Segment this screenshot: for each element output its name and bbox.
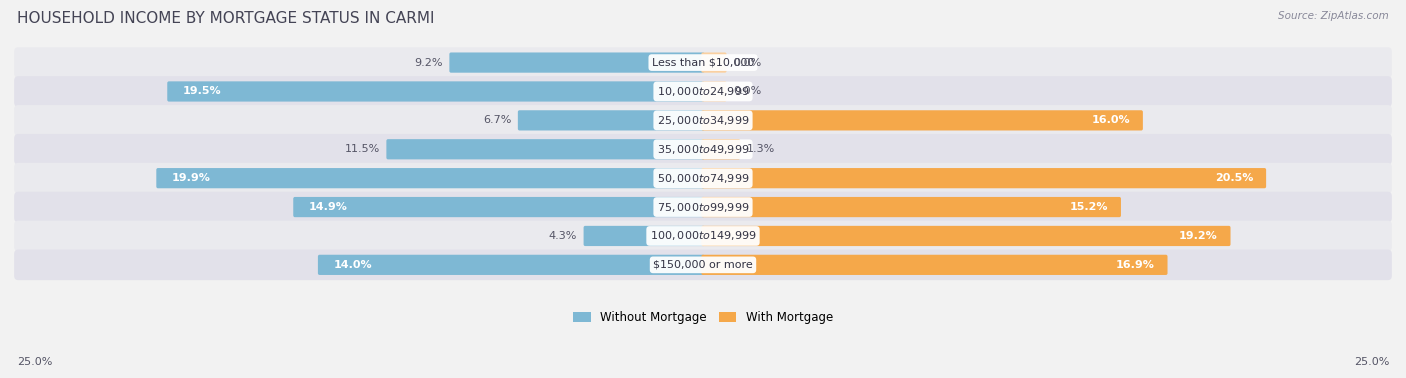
FancyBboxPatch shape (450, 53, 704, 73)
Text: 20.5%: 20.5% (1215, 173, 1254, 183)
Text: HOUSEHOLD INCOME BY MORTGAGE STATUS IN CARMI: HOUSEHOLD INCOME BY MORTGAGE STATUS IN C… (17, 11, 434, 26)
FancyBboxPatch shape (702, 197, 1121, 217)
Text: 4.3%: 4.3% (548, 231, 576, 241)
FancyBboxPatch shape (14, 134, 1392, 164)
Text: Source: ZipAtlas.com: Source: ZipAtlas.com (1278, 11, 1389, 21)
Text: 0.0%: 0.0% (733, 87, 762, 96)
Text: 14.9%: 14.9% (308, 202, 347, 212)
FancyBboxPatch shape (156, 168, 704, 188)
Text: 19.9%: 19.9% (172, 173, 211, 183)
FancyBboxPatch shape (14, 76, 1392, 107)
Text: 1.3%: 1.3% (747, 144, 775, 154)
Text: 0.0%: 0.0% (733, 57, 762, 68)
Text: 15.2%: 15.2% (1070, 202, 1108, 212)
Text: $10,000 to $24,999: $10,000 to $24,999 (657, 85, 749, 98)
Text: 25.0%: 25.0% (17, 357, 52, 367)
Text: 6.7%: 6.7% (482, 115, 512, 125)
Text: 9.2%: 9.2% (415, 57, 443, 68)
FancyBboxPatch shape (387, 139, 704, 160)
Text: 25.0%: 25.0% (1354, 357, 1389, 367)
FancyBboxPatch shape (583, 226, 704, 246)
Legend: Without Mortgage, With Mortgage: Without Mortgage, With Mortgage (568, 306, 838, 328)
Text: 16.9%: 16.9% (1116, 260, 1154, 270)
Text: $35,000 to $49,999: $35,000 to $49,999 (657, 143, 749, 156)
FancyBboxPatch shape (702, 81, 727, 102)
FancyBboxPatch shape (294, 197, 704, 217)
Text: 19.2%: 19.2% (1180, 231, 1218, 241)
Text: 11.5%: 11.5% (344, 144, 380, 154)
Text: Less than $10,000: Less than $10,000 (652, 57, 754, 68)
FancyBboxPatch shape (702, 168, 1267, 188)
Text: $75,000 to $99,999: $75,000 to $99,999 (657, 201, 749, 214)
Text: $50,000 to $74,999: $50,000 to $74,999 (657, 172, 749, 185)
FancyBboxPatch shape (167, 81, 704, 102)
FancyBboxPatch shape (702, 110, 1143, 130)
FancyBboxPatch shape (14, 47, 1392, 78)
FancyBboxPatch shape (517, 110, 704, 130)
FancyBboxPatch shape (14, 163, 1392, 194)
Text: 14.0%: 14.0% (333, 260, 371, 270)
FancyBboxPatch shape (318, 255, 704, 275)
Text: $100,000 to $149,999: $100,000 to $149,999 (650, 229, 756, 242)
FancyBboxPatch shape (14, 221, 1392, 251)
FancyBboxPatch shape (702, 139, 740, 160)
FancyBboxPatch shape (14, 249, 1392, 280)
FancyBboxPatch shape (14, 105, 1392, 136)
FancyBboxPatch shape (702, 53, 727, 73)
Text: $150,000 or more: $150,000 or more (654, 260, 752, 270)
FancyBboxPatch shape (702, 226, 1230, 246)
Text: $25,000 to $34,999: $25,000 to $34,999 (657, 114, 749, 127)
FancyBboxPatch shape (702, 255, 1167, 275)
Text: 19.5%: 19.5% (183, 87, 221, 96)
FancyBboxPatch shape (14, 192, 1392, 222)
Text: 16.0%: 16.0% (1091, 115, 1130, 125)
